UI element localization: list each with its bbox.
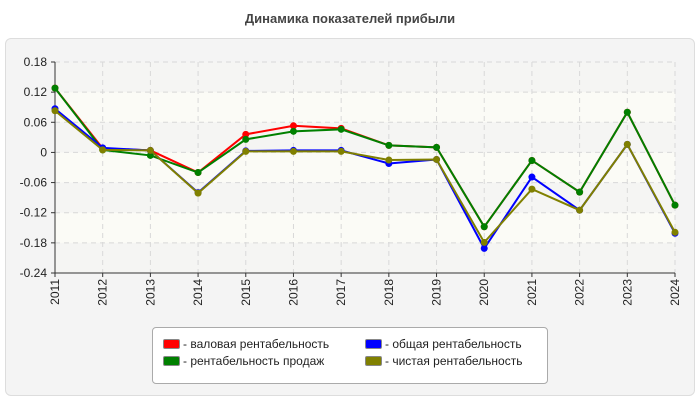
legend: - валовая рентабельность - общая рентабе… — [152, 327, 548, 384]
x-tick-label: 2023 — [620, 279, 634, 306]
y-tick-label: 0.12 — [24, 85, 48, 99]
legend-label: - рентабельность продаж — [183, 354, 325, 368]
data-point-1 — [528, 156, 536, 164]
data-point-1 — [194, 169, 202, 177]
legend-label: - чистая рентабельность — [385, 354, 523, 368]
legend-swatch — [365, 356, 382, 366]
data-point-3 — [433, 155, 441, 163]
x-tick-label: 2014 — [191, 279, 205, 306]
data-point-1 — [671, 201, 679, 209]
data-point-1 — [51, 84, 59, 92]
y-tick-label: -0.18 — [20, 236, 48, 250]
chart-title: Динамика показателей прибыли — [244, 11, 456, 26]
legend-swatch — [163, 356, 180, 366]
data-point-3 — [289, 147, 297, 155]
data-point-0 — [289, 122, 297, 130]
x-tick-label: 2020 — [477, 279, 491, 306]
data-point-1 — [242, 135, 250, 143]
data-point-3 — [528, 185, 536, 193]
data-point-1 — [623, 108, 631, 116]
data-point-3 — [242, 147, 250, 155]
data-point-1 — [146, 151, 154, 159]
x-tick-label: 2016 — [286, 279, 300, 306]
y-tick-label: 0.06 — [24, 115, 48, 129]
legend-label: - валовая рентабельность — [183, 337, 330, 351]
x-tick-label: 2021 — [525, 279, 539, 306]
x-tick-label: 2012 — [96, 279, 110, 306]
legend-swatch — [365, 339, 382, 349]
x-tick-label: 2019 — [430, 279, 444, 306]
data-point-3 — [99, 146, 107, 154]
data-point-3 — [671, 228, 679, 236]
series-line-3 — [54, 109, 676, 245]
plot-area — [55, 62, 675, 273]
x-tick-label: 2011 — [48, 279, 62, 305]
data-point-1 — [576, 188, 584, 196]
legend-label: - общая рентабельность — [385, 337, 522, 351]
legend-item-net: - чистая рентабельность — [365, 354, 522, 368]
data-point-3 — [146, 146, 154, 154]
legend-item-total: - общая рентабельность — [365, 337, 522, 351]
plot-band — [55, 242, 675, 273]
x-tick-label: 2024 — [668, 279, 682, 306]
data-point-3 — [576, 206, 584, 214]
x-tick-label: 2015 — [239, 279, 253, 306]
data-point-1 — [385, 141, 393, 149]
x-tick-label: 2017 — [334, 279, 348, 306]
y-tick-label: 0.18 — [24, 55, 48, 69]
data-point-1 — [289, 127, 297, 135]
x-tick-label: 2013 — [143, 279, 157, 306]
data-point-1 — [480, 223, 488, 231]
data-point-3 — [480, 238, 488, 246]
data-point-3 — [337, 147, 345, 155]
data-point-3 — [385, 156, 393, 164]
data-point-1 — [433, 143, 441, 151]
y-tick-label: -0.06 — [20, 176, 48, 190]
legend-swatch — [163, 339, 180, 349]
y-tick-label: 0 — [40, 145, 47, 159]
data-point-3 — [623, 140, 631, 148]
plot-band — [55, 62, 675, 93]
data-point-3 — [194, 189, 202, 197]
data-point-2 — [528, 173, 536, 181]
legend-item-sales: - рентабельность продаж — [163, 354, 324, 368]
data-point-3 — [51, 107, 59, 115]
legend-item-gross: - валовая рентабельность — [163, 337, 329, 351]
y-tick-label: -0.12 — [20, 206, 48, 220]
x-tick-label: 2022 — [573, 279, 587, 306]
x-tick-label: 2018 — [382, 279, 396, 306]
data-point-2 — [480, 244, 488, 252]
y-tick-label: -0.24 — [20, 266, 48, 280]
data-point-1 — [337, 125, 345, 133]
data-point-0 — [242, 130, 250, 138]
